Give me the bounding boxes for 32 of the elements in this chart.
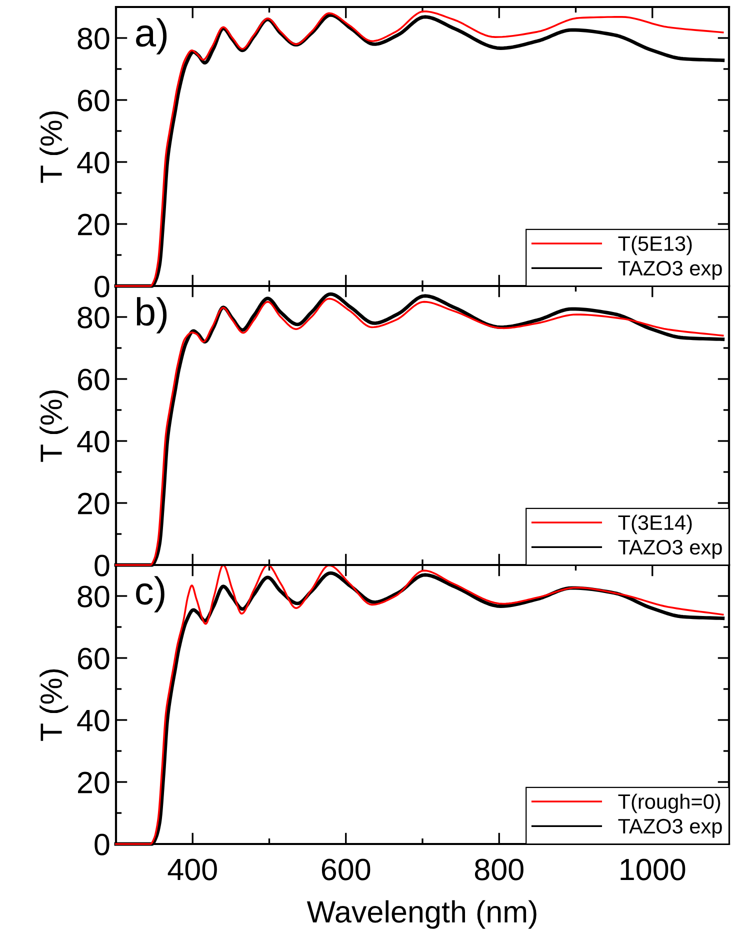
- x-tick-label: 1000: [620, 858, 686, 880]
- y-tick-label: 0: [94, 834, 110, 856]
- y-tick-label: 20: [78, 214, 110, 236]
- y-tick-label: 80: [78, 586, 110, 608]
- legend-label: T(5E13): [618, 236, 692, 256]
- y-tick-label: 80: [78, 28, 110, 50]
- y-tick-label: 60: [78, 648, 110, 670]
- y-axis-title: T (%): [40, 669, 68, 741]
- legend-label: TAZO3 exp: [618, 260, 722, 280]
- y-tick-label: 0: [94, 276, 110, 298]
- x-tick-label: 600: [322, 858, 370, 880]
- x-tick-label: 800: [474, 858, 524, 880]
- legend-label: TAZO3 exp: [618, 540, 722, 559]
- y-tick-label: 40: [77, 152, 110, 174]
- y-tick-label: 80: [78, 306, 110, 328]
- y-tick-label: 20: [78, 772, 110, 794]
- y-tick-label: 0: [94, 554, 110, 576]
- y-tick-label: 40: [77, 710, 110, 732]
- x-axis-title: Wavelength (nm): [306, 900, 536, 929]
- annotation: a): [136, 18, 167, 54]
- y-axis-title: T (%): [40, 111, 68, 183]
- x-tick-label: 400: [168, 858, 217, 880]
- legend-label: T(3E14): [618, 514, 692, 534]
- y-tick-label: 60: [78, 90, 110, 112]
- y-axis-title: T (%): [40, 390, 68, 462]
- annotation: b): [136, 297, 167, 334]
- y-tick-label: 40: [77, 430, 110, 452]
- y-tick-label: 60: [78, 368, 110, 390]
- annotation: c): [136, 576, 164, 612]
- y-tick-label: 20: [78, 492, 110, 514]
- legend-label: TAZO3 exp: [618, 818, 722, 838]
- legend-label: T(rough=0): [618, 794, 720, 814]
